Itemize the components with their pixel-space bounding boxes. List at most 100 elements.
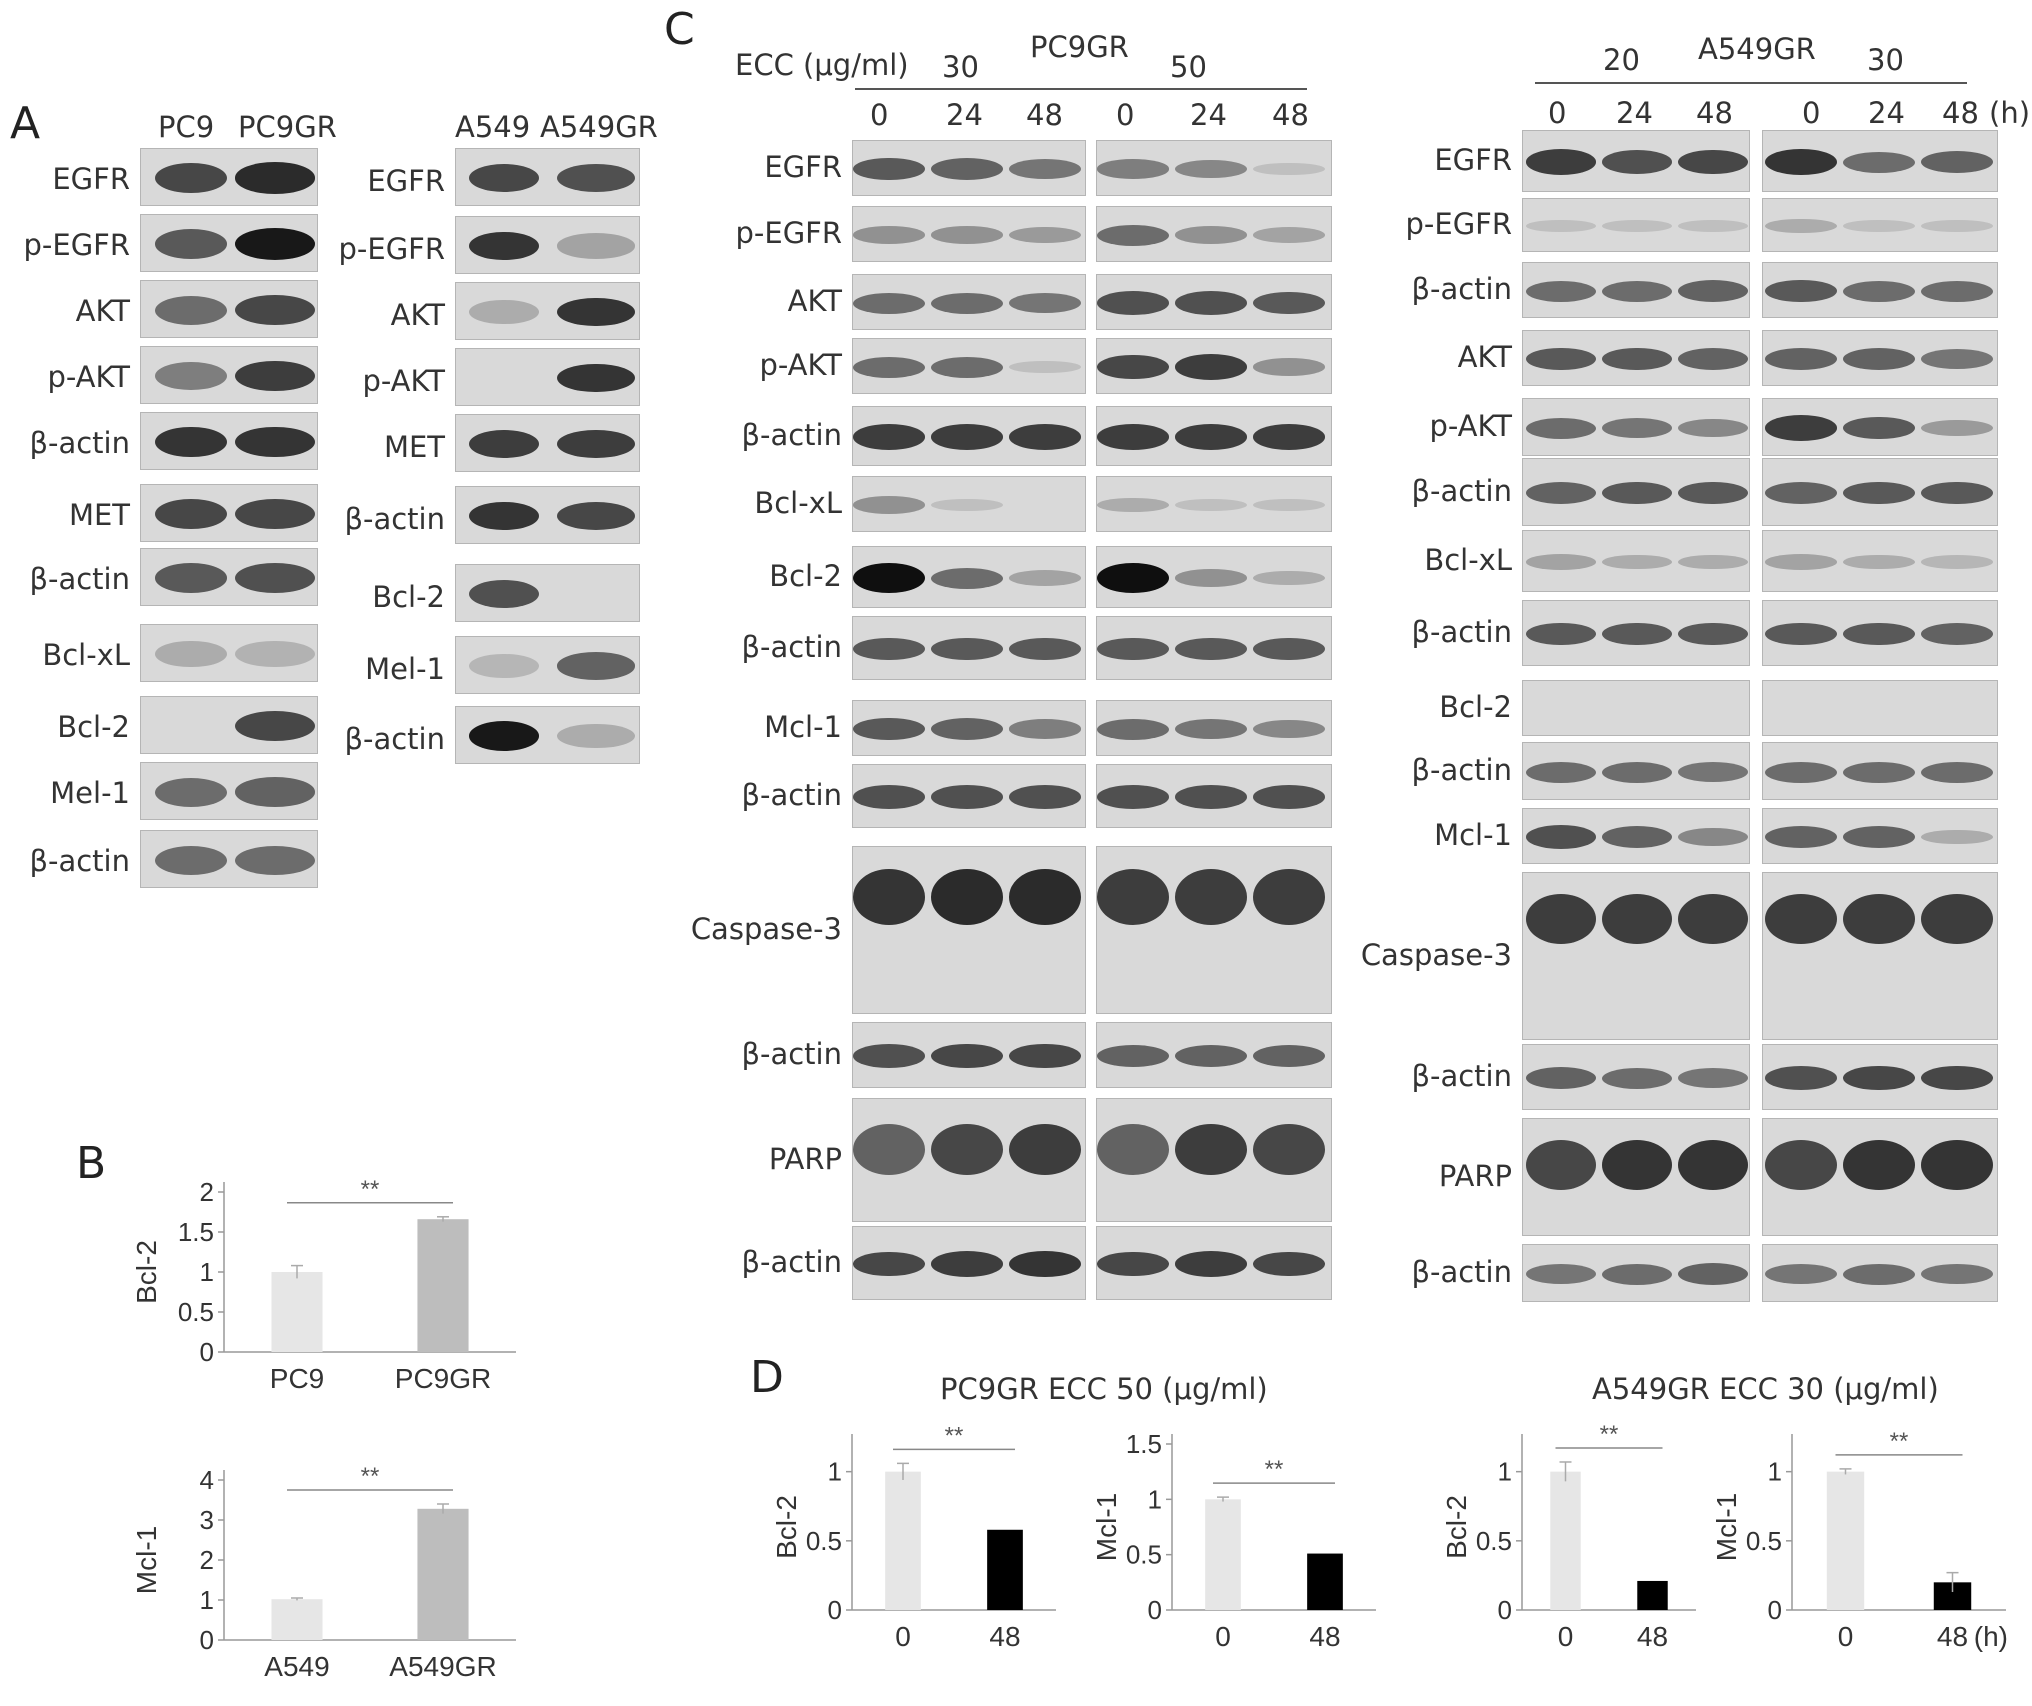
protein-band bbox=[155, 229, 227, 259]
blot-strip bbox=[1762, 398, 1998, 456]
time-label: 0 bbox=[1548, 96, 1567, 130]
blot-strip bbox=[455, 348, 640, 406]
y-tick-label: 0.5 bbox=[1126, 1540, 1162, 1570]
pc9gr-title: PC9GR bbox=[1030, 30, 1129, 64]
protein-band bbox=[557, 723, 635, 749]
protein-band bbox=[469, 429, 539, 459]
protein-band bbox=[1678, 280, 1748, 302]
protein-band bbox=[931, 637, 1003, 661]
protein-band bbox=[1602, 280, 1672, 302]
blot-strip bbox=[1522, 1044, 1750, 1110]
row-label: MET bbox=[68, 498, 130, 532]
protein-band bbox=[1602, 219, 1672, 233]
protein-band bbox=[469, 163, 539, 193]
protein-band bbox=[853, 424, 925, 450]
protein-band bbox=[469, 580, 539, 608]
protein-band bbox=[1526, 280, 1596, 302]
protein-band bbox=[1678, 219, 1748, 233]
protein-band bbox=[1678, 554, 1748, 570]
protein-band bbox=[1843, 348, 1915, 370]
protein-band bbox=[1097, 718, 1169, 740]
blot-strip bbox=[1096, 846, 1332, 1014]
y-tick-label: 0.5 bbox=[1476, 1526, 1512, 1556]
protein-band bbox=[1175, 869, 1247, 925]
protein-band bbox=[1253, 162, 1325, 176]
protein-band bbox=[1526, 825, 1596, 849]
protein-band bbox=[235, 426, 315, 458]
protein-band bbox=[1097, 637, 1169, 661]
a549gr-dose-1: 20 bbox=[1603, 43, 1640, 77]
blot-strip bbox=[140, 280, 318, 338]
blot-strip bbox=[1762, 742, 1998, 800]
protein-band bbox=[155, 426, 227, 458]
protein-band bbox=[1009, 292, 1081, 314]
protein-band bbox=[1765, 279, 1837, 303]
protein-band bbox=[853, 785, 925, 809]
row-label: β-actin bbox=[29, 844, 131, 878]
blot-strip bbox=[852, 274, 1086, 330]
row-label: p-AKT bbox=[47, 360, 130, 394]
protein-band bbox=[1009, 785, 1081, 809]
blot-strip bbox=[140, 762, 318, 820]
protein-band bbox=[1843, 280, 1915, 302]
row-label: Bcl-2 bbox=[769, 559, 842, 593]
protein-band bbox=[469, 653, 539, 679]
protein-band bbox=[1097, 563, 1169, 593]
protein-band bbox=[1921, 348, 1993, 370]
blot-strip bbox=[1762, 872, 1998, 1040]
bar bbox=[417, 1219, 469, 1352]
protein-band bbox=[1526, 219, 1596, 233]
row-label: p-EGFR bbox=[735, 216, 843, 250]
blot-strip bbox=[1522, 530, 1750, 592]
protein-band bbox=[155, 498, 227, 530]
protein-band bbox=[1009, 637, 1081, 661]
y-tick-label: 0 bbox=[200, 1625, 214, 1655]
protein-band bbox=[1765, 1140, 1837, 1190]
protein-band bbox=[1678, 827, 1748, 847]
y-tick-label: 0 bbox=[828, 1595, 842, 1625]
blot-strip bbox=[1762, 1044, 1998, 1110]
row-label: β-actin bbox=[741, 630, 843, 664]
protein-band bbox=[469, 721, 539, 751]
protein-band bbox=[853, 356, 925, 378]
row-label: Bcl-2 bbox=[57, 710, 130, 744]
protein-band bbox=[1678, 348, 1748, 370]
protein-band bbox=[1253, 637, 1325, 661]
protein-band bbox=[1253, 1251, 1325, 1277]
protein-band bbox=[1175, 1045, 1247, 1067]
blot-strip bbox=[1096, 546, 1332, 608]
row-label: AKT bbox=[390, 298, 445, 332]
blot-strip bbox=[852, 1022, 1086, 1088]
y-tick-label: 2 bbox=[200, 1545, 214, 1575]
blot-strip bbox=[455, 148, 640, 206]
protein-band bbox=[1843, 481, 1915, 505]
protein-band bbox=[853, 496, 925, 514]
protein-band bbox=[853, 226, 925, 244]
pc9gr-dose-2: 50 bbox=[1170, 50, 1207, 84]
blot-strip bbox=[140, 696, 318, 754]
row-label: Caspase-3 bbox=[1360, 938, 1512, 972]
protein-band bbox=[1765, 348, 1837, 370]
y-tick-label: 0 bbox=[1148, 1595, 1162, 1625]
time-label: 0 bbox=[1802, 96, 1821, 130]
bar bbox=[1550, 1471, 1581, 1610]
protein-band bbox=[1526, 894, 1596, 944]
protein-band bbox=[931, 498, 1003, 512]
protein-band bbox=[1921, 1263, 1993, 1285]
y-axis-label: Mcl-1 bbox=[1091, 1493, 1122, 1561]
blot-strip bbox=[852, 1226, 1086, 1300]
protein-band bbox=[557, 652, 635, 680]
bar bbox=[271, 1599, 323, 1640]
panel-label-b: B bbox=[76, 1138, 107, 1189]
blot-strip bbox=[1762, 330, 1998, 386]
significance-marker: ** bbox=[361, 1176, 380, 1203]
protein-band bbox=[1765, 826, 1837, 848]
y-tick-label: 0.5 bbox=[1746, 1526, 1782, 1556]
protein-band bbox=[1097, 869, 1169, 925]
protein-band bbox=[1843, 554, 1915, 570]
protein-band bbox=[1253, 869, 1325, 925]
time-label: 48 bbox=[1026, 98, 1063, 132]
protein-band bbox=[1765, 554, 1837, 570]
time-label: 48 bbox=[1272, 98, 1309, 132]
blot-strip bbox=[852, 764, 1086, 828]
